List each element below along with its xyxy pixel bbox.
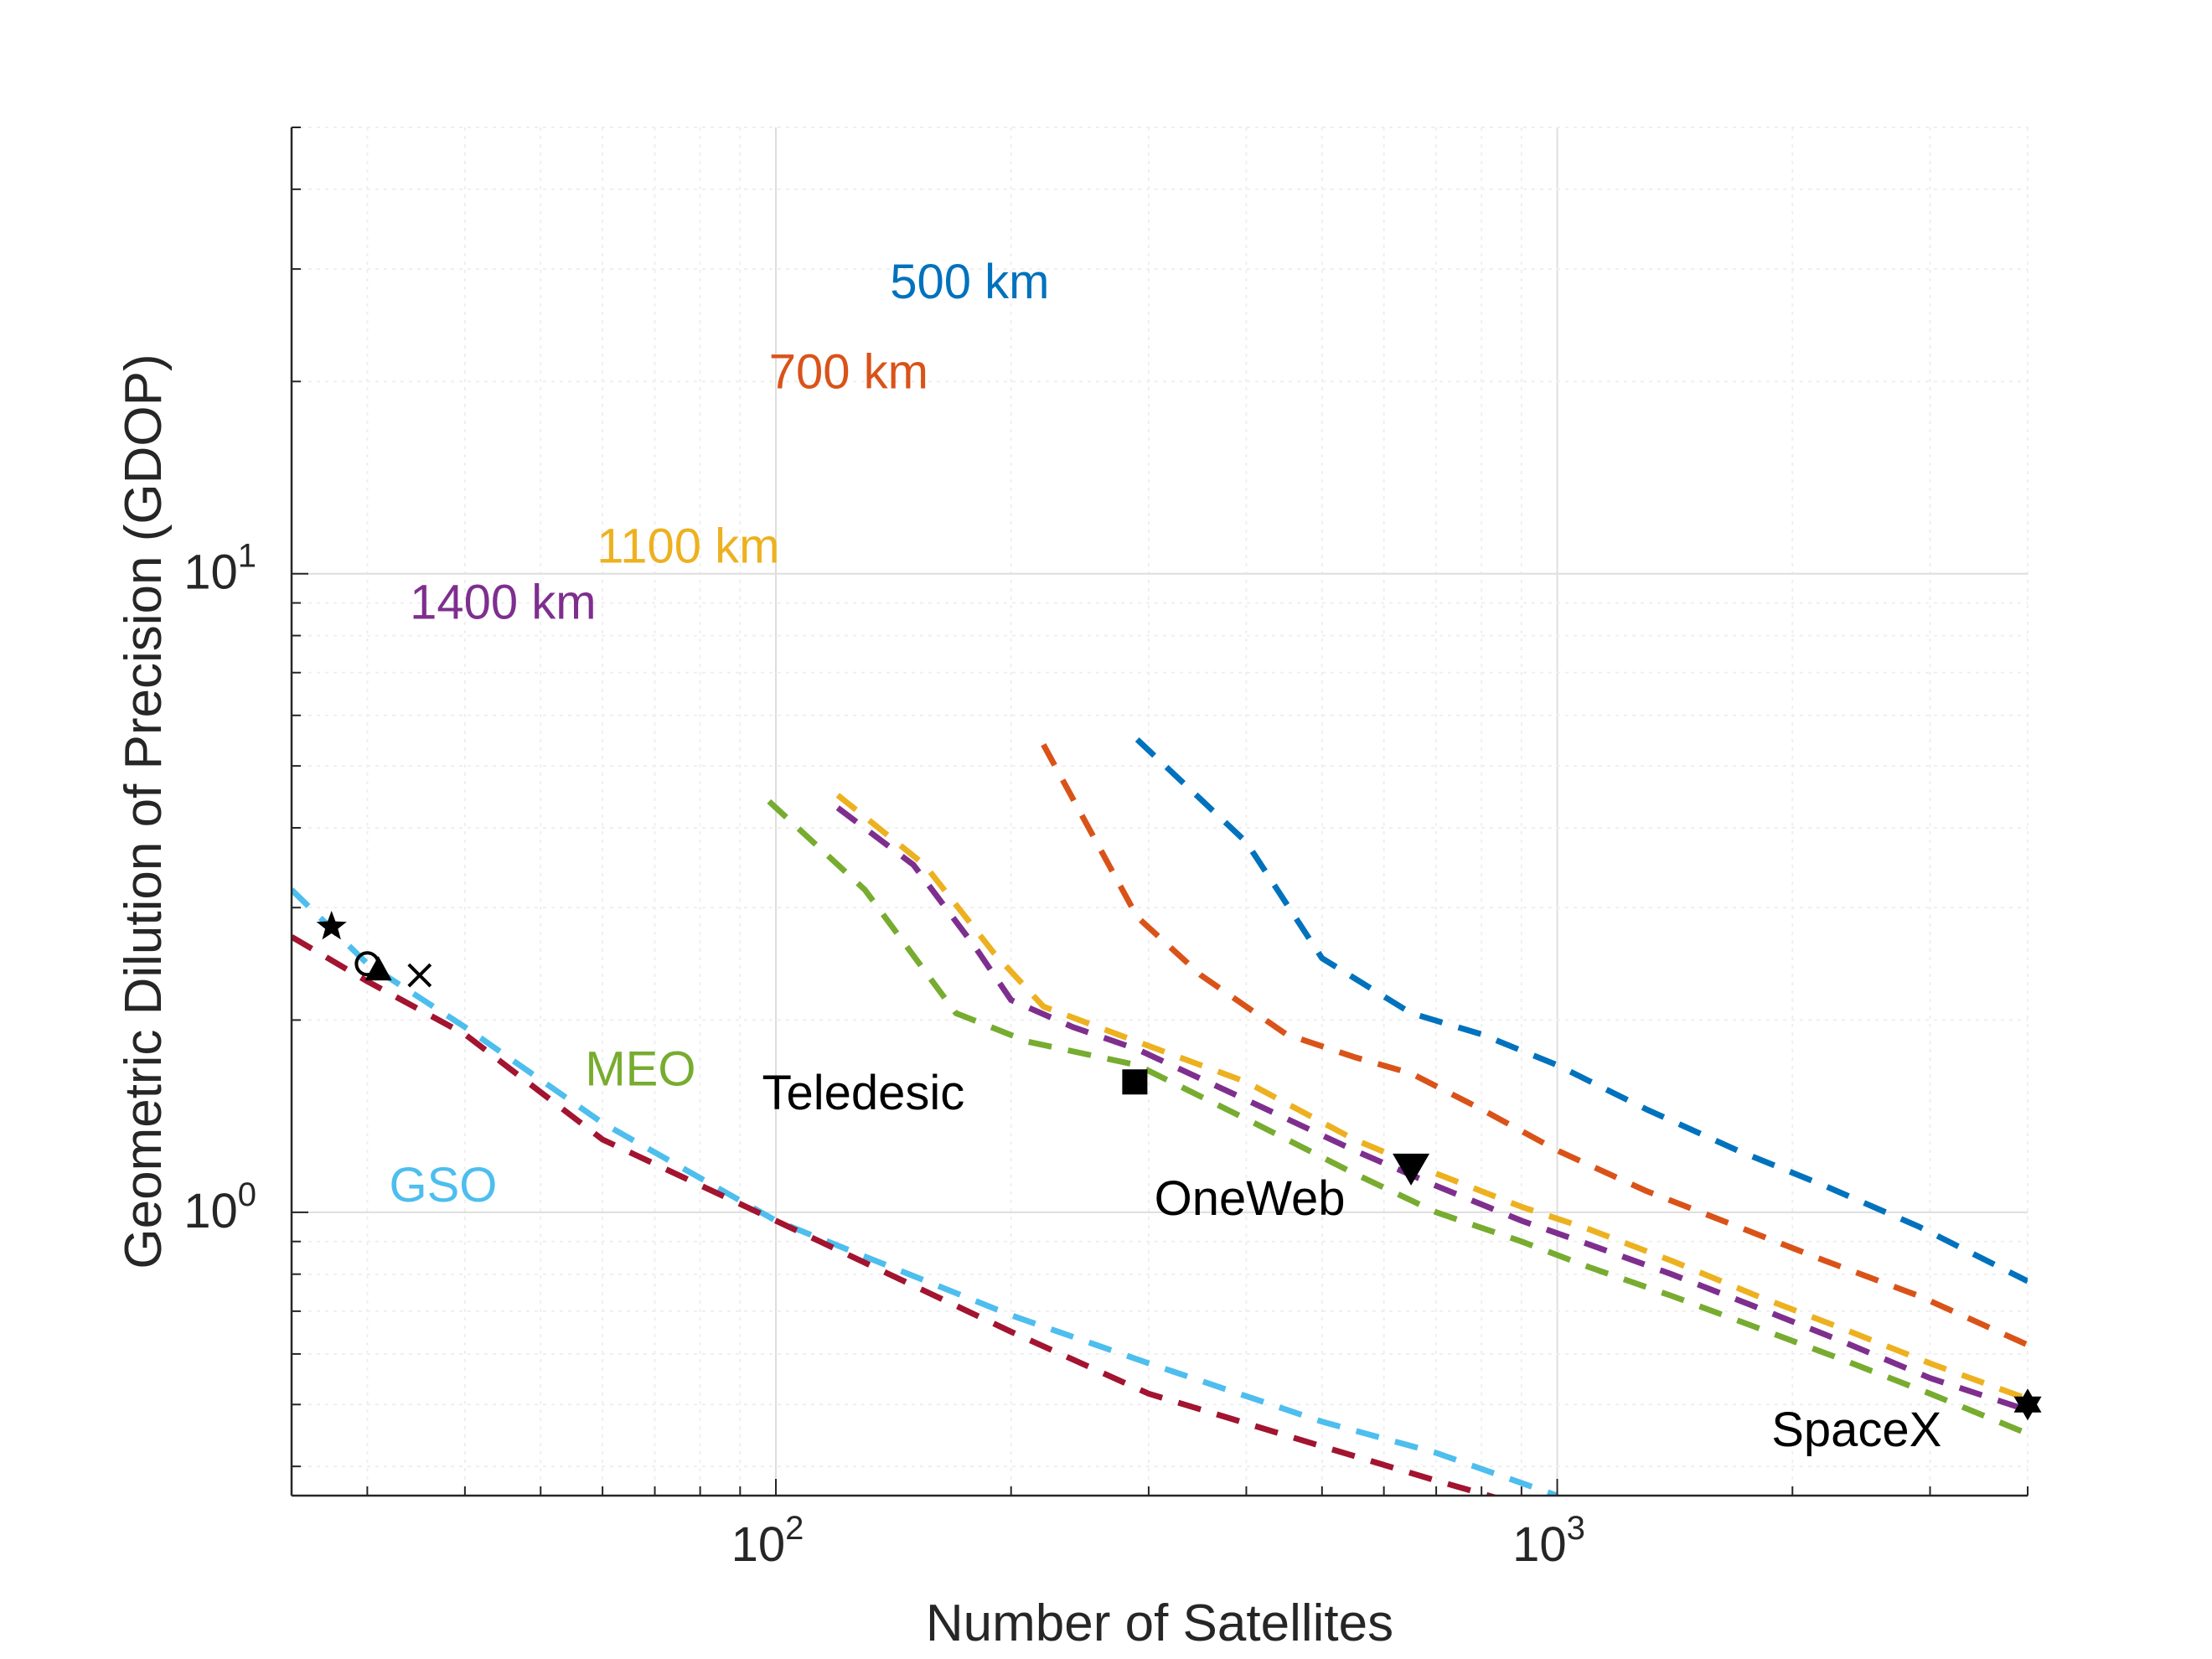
annotation-1400-km: 1400 km [410, 576, 596, 630]
annotation-500-km: 500 km [890, 255, 1049, 309]
x-tick-label: 102 [731, 1510, 804, 1572]
x-axis-label: Number of Satellites [926, 1594, 1393, 1652]
series-line-unnamed-6 [292, 934, 1500, 1496]
series-line-500-km [1134, 737, 2028, 1284]
hexagram-marker [2013, 1388, 2042, 1421]
square-marker [1122, 1069, 1148, 1095]
annotation-700-km: 700 km [769, 345, 928, 400]
annotation-meo: MEO [585, 1041, 695, 1096]
x-tick-label: 103 [1512, 1510, 1585, 1572]
y-tick-label: 100 [183, 1176, 256, 1238]
triangle-up-marker [364, 956, 392, 981]
series-line-gso [292, 887, 1558, 1496]
grid [292, 127, 2029, 1496]
annotation-teledesic: Teledesic [762, 1066, 964, 1120]
y-axis-label: Geometric Dilution of Precision (GDOP) [115, 354, 173, 1269]
x-marker [407, 963, 432, 988]
triangle-down-marker [1393, 1153, 1430, 1186]
series-line-meo [767, 798, 2028, 1437]
axes: 102 103 100 101 [183, 127, 2029, 1572]
annotation-1100-km: 1100 km [597, 519, 779, 574]
series-lines [292, 737, 2028, 1496]
annotation-oneweb: OneWeb [1155, 1171, 1346, 1226]
series-line-700-km [1041, 743, 2028, 1348]
y-tick-label: 101 [183, 538, 256, 600]
annotation-spacex: SpaceX [1771, 1403, 1941, 1457]
star-marker [316, 911, 347, 940]
markers [316, 911, 2042, 1421]
annotation-gso: GSO [390, 1158, 498, 1212]
series-line-1100-km [835, 793, 2028, 1402]
